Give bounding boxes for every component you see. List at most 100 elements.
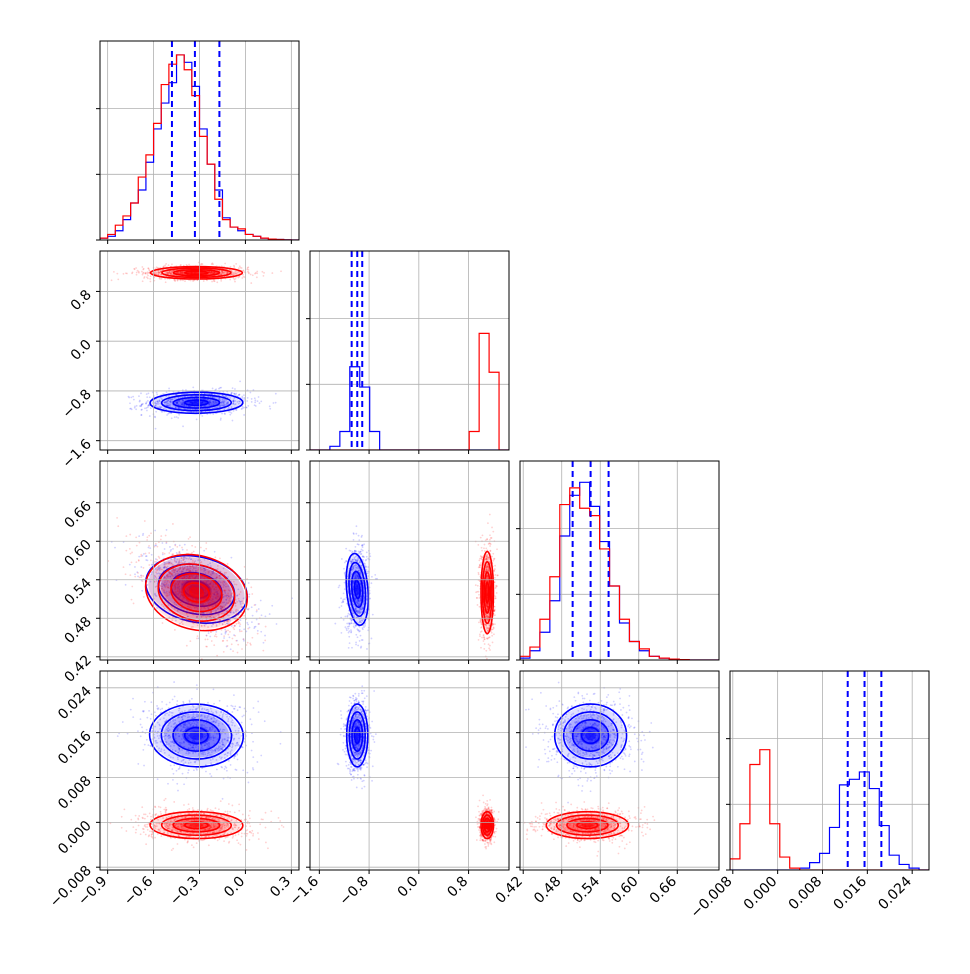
sample-point (141, 266, 143, 268)
sample-point (252, 274, 254, 276)
sample-point (243, 638, 245, 640)
sample-point (479, 633, 481, 635)
sample-point (338, 586, 340, 588)
sample-point (353, 625, 355, 627)
sample-point (148, 547, 150, 549)
sample-point (148, 268, 150, 270)
sample-point (251, 621, 253, 623)
sample-point (131, 552, 133, 554)
sample-point (344, 626, 346, 628)
sample-point (346, 629, 348, 631)
sample-point (143, 567, 145, 569)
sample-point (344, 598, 346, 600)
sample-point (164, 548, 166, 550)
sample-point (149, 415, 151, 417)
sample-point (263, 642, 265, 644)
sample-point (366, 551, 368, 553)
sample-point (246, 644, 248, 646)
sample-point (246, 622, 248, 624)
sample-point (135, 536, 137, 538)
sample-point (341, 632, 343, 634)
sample-point (215, 388, 217, 390)
sample-point (262, 650, 264, 652)
sample-point (146, 555, 148, 557)
sample-point (123, 273, 125, 275)
sample-point (260, 631, 262, 633)
sample-point (156, 266, 158, 268)
sample-point (141, 590, 143, 592)
sample-point (125, 272, 127, 274)
sample-point (146, 539, 148, 541)
sample-point (254, 397, 256, 399)
histogram-panel-1 (306, 251, 509, 454)
sample-point (165, 281, 167, 283)
y-tick-label: −1.6 (59, 436, 94, 471)
histogram-panel-0 (96, 41, 299, 244)
sample-point (224, 413, 226, 415)
sample-point (184, 280, 186, 282)
sample-point (113, 271, 115, 273)
sample-point (178, 414, 180, 416)
sample-point (147, 275, 149, 277)
sample-point (169, 546, 171, 548)
sample-point (252, 615, 254, 617)
sample-point (489, 534, 491, 536)
sample-point (176, 416, 178, 418)
sample-point (234, 625, 236, 627)
sample-point (477, 585, 479, 587)
sample-point (145, 559, 147, 561)
sample-point (489, 545, 491, 547)
sample-point (116, 273, 118, 275)
sample-point (258, 396, 260, 398)
sample-point (205, 548, 207, 550)
sample-point (224, 629, 226, 631)
sample-point (353, 533, 355, 535)
sample-point (160, 535, 162, 537)
sample-point (231, 643, 233, 645)
sample-point (347, 615, 349, 617)
sample-point (139, 405, 141, 407)
sample-point (146, 410, 148, 412)
sample-point (188, 538, 190, 540)
sample-point (148, 535, 150, 537)
sample-point (341, 558, 343, 560)
sample-point (229, 279, 231, 281)
sample-point (232, 638, 234, 640)
sample-point (350, 631, 352, 633)
sample-point (251, 398, 253, 400)
sample-point (162, 552, 164, 554)
sample-point (494, 577, 496, 579)
sample-point (235, 640, 237, 642)
sample-point (186, 549, 188, 551)
sample-point (216, 636, 218, 638)
sample-point (477, 544, 479, 546)
sample-point (174, 416, 176, 418)
sample-point (134, 566, 136, 568)
sample-point (248, 593, 250, 595)
sample-point (239, 631, 241, 633)
sample-point (344, 582, 346, 584)
sample-point (350, 629, 352, 631)
sample-point (239, 625, 241, 627)
sample-point (275, 402, 277, 404)
sample-point (360, 551, 362, 553)
sample-point (211, 281, 213, 283)
sample-point (483, 648, 485, 650)
sample-point (225, 630, 227, 632)
sample-point (339, 585, 341, 587)
sample-point (201, 415, 203, 417)
sample-point (129, 408, 131, 410)
sample-point (486, 658, 488, 660)
sample-point (125, 573, 127, 575)
sample-point (132, 396, 134, 398)
sample-point (134, 268, 136, 270)
sample-point (232, 627, 234, 629)
sample-point (263, 275, 265, 277)
sample-point (273, 402, 275, 404)
sample-point (232, 420, 234, 422)
sample-point (129, 402, 131, 404)
sample-point (234, 388, 236, 390)
sample-point (247, 405, 249, 407)
sample-point (220, 387, 222, 389)
sample-point (172, 391, 174, 393)
